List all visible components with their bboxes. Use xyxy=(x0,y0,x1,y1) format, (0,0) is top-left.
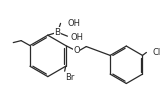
Text: O: O xyxy=(73,46,80,55)
Text: Cl: Cl xyxy=(152,48,161,57)
Text: B: B xyxy=(55,28,61,37)
Text: Br: Br xyxy=(65,73,74,82)
Text: OH: OH xyxy=(67,19,80,28)
Text: OH: OH xyxy=(70,33,83,42)
